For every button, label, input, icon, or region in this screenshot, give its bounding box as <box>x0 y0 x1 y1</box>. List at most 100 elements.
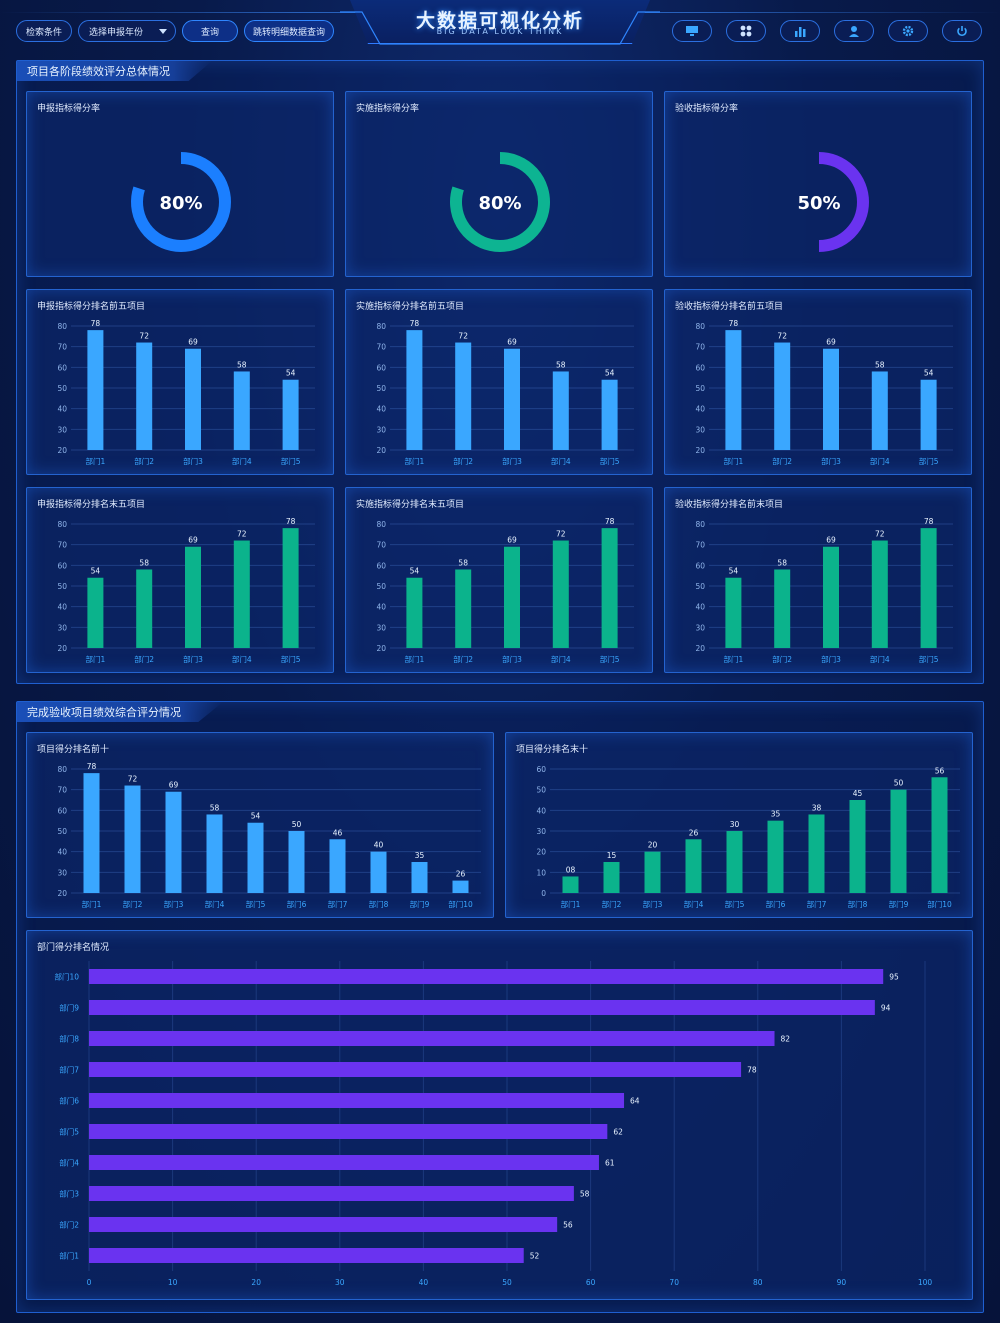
apps-icon <box>740 25 752 37</box>
x-tick-label: 部门4 <box>551 456 571 466</box>
x-tick-label: 部门6 <box>766 899 786 909</box>
implement-top5-chart: 20 30 40 50 60 70 80 78 部门1 72 部门2 69 部门3 58 部门4 54 部门5 <box>376 319 634 466</box>
title-plate <box>350 0 650 44</box>
x-tick-label: 部门2 <box>123 899 143 909</box>
y-tick-label: 60 <box>57 806 67 815</box>
x-tick-label: 10 <box>168 1278 178 1287</box>
data-label: 54 <box>729 567 739 576</box>
x-tick-label: 部门10 <box>448 899 473 909</box>
y-tick-label: 80 <box>57 520 67 529</box>
y-tick-label: 30 <box>57 623 67 632</box>
data-label: 62 <box>613 1128 623 1137</box>
detail-query-button[interactable]: 跳转明细数据查询 <box>244 20 334 42</box>
data-label: 26 <box>689 828 699 837</box>
gauge-value: 80% <box>478 193 521 214</box>
settings-button[interactable] <box>888 20 928 42</box>
bar <box>89 969 884 984</box>
x-tick-label: 部门5 <box>600 456 620 466</box>
y-tick-label: 部门2 <box>59 1220 79 1230</box>
data-label: 56 <box>563 1221 573 1230</box>
gauge-arc <box>131 152 231 252</box>
y-tick-label: 30 <box>57 425 67 434</box>
title-frame <box>340 11 660 45</box>
monitor-button[interactable] <box>672 20 712 42</box>
x-tick-label: 20 <box>251 1278 261 1287</box>
card-title: 验收指标得分排名前五项目 <box>675 302 784 312</box>
declare-rate-gauge: 80% <box>131 152 231 252</box>
query-button[interactable]: 查询 <box>182 20 238 42</box>
data-label: 69 <box>826 338 836 347</box>
x-tick-label: 部门3 <box>183 654 203 664</box>
y-tick-label: 80 <box>376 322 386 331</box>
year-select[interactable]: 选择申报年份 <box>78 20 176 42</box>
x-tick-label: 部门2 <box>772 654 792 664</box>
x-tick-label: 部门1 <box>82 899 102 909</box>
data-label: 72 <box>139 332 149 341</box>
y-tick-label: 60 <box>376 561 386 570</box>
chart-button[interactable] <box>780 20 820 42</box>
data-label: 72 <box>128 775 138 784</box>
card-title: 实施指标得分排名前五项目 <box>356 302 465 312</box>
bar <box>726 831 743 893</box>
x-tick-label: 部门5 <box>600 654 620 664</box>
data-label: 08 <box>566 865 576 874</box>
power-button[interactable] <box>942 20 982 42</box>
y-tick-label: 20 <box>536 848 546 857</box>
data-label: 58 <box>139 558 149 567</box>
bar <box>920 379 937 450</box>
bar <box>767 820 784 893</box>
x-tick-label: 部门1 <box>405 456 425 466</box>
card-title: 项目得分排名末十 <box>516 745 589 755</box>
x-tick-label: 部门10 <box>927 899 952 909</box>
x-tick-label: 部门1 <box>724 654 744 664</box>
data-label: 72 <box>458 332 468 341</box>
y-tick-label: 30 <box>695 623 705 632</box>
data-label: 69 <box>826 536 836 545</box>
bar <box>871 540 888 648</box>
x-tick-label: 部门4 <box>870 654 890 664</box>
bar <box>823 348 839 450</box>
data-label: 58 <box>458 558 468 567</box>
y-tick-label: 40 <box>57 603 67 612</box>
x-tick-label: 70 <box>669 1278 679 1287</box>
x-tick-label: 部门5 <box>281 654 301 664</box>
data-label: 72 <box>237 530 247 539</box>
card-title: 实施指标得分率 <box>356 104 420 114</box>
bar <box>644 851 661 893</box>
x-tick-label: 部门7 <box>807 899 827 909</box>
y-tick-label: 40 <box>376 405 386 414</box>
data-label: 78 <box>87 762 97 771</box>
y-tick-label: 部门1 <box>59 1251 79 1261</box>
x-tick-label: 30 <box>335 1278 345 1287</box>
bar <box>233 540 250 648</box>
bar <box>562 876 579 893</box>
x-tick-label: 部门2 <box>134 654 154 664</box>
data-label: 54 <box>410 567 420 576</box>
bar <box>601 528 618 648</box>
data-label: 30 <box>730 820 740 829</box>
department-ranking-chart: 0 10 20 30 40 50 60 70 80 90 100 95 部门10 94 部门9 82 部门8 78… <box>54 961 932 1287</box>
data-label: 50 <box>292 820 302 829</box>
x-tick-label: 50 <box>502 1278 512 1287</box>
bar <box>890 789 907 893</box>
y-tick-label: 60 <box>57 561 67 570</box>
data-label: 46 <box>333 828 343 837</box>
bar <box>87 330 104 450</box>
monitor-icon <box>686 26 698 36</box>
page-title: 大数据可视化分析 <box>415 10 584 32</box>
bar <box>808 814 825 893</box>
data-label: 72 <box>556 530 566 539</box>
bar <box>89 1186 574 1201</box>
bar <box>233 371 250 450</box>
x-tick-label: 部门4 <box>870 456 890 466</box>
bar <box>83 773 100 893</box>
y-tick-label: 40 <box>376 603 386 612</box>
y-tick-label: 40 <box>695 603 705 612</box>
bar <box>504 348 520 450</box>
user-icon <box>849 26 859 37</box>
y-tick-label: 部门6 <box>59 1096 79 1106</box>
declare-top5-card: 申报指标得分排名前五项目 20 30 40 50 60 70 80 78 部门1 72 部门2 69 部… <box>26 289 334 475</box>
apps-button[interactable] <box>726 20 766 42</box>
data-label: 69 <box>507 338 517 347</box>
user-button[interactable] <box>834 20 874 42</box>
